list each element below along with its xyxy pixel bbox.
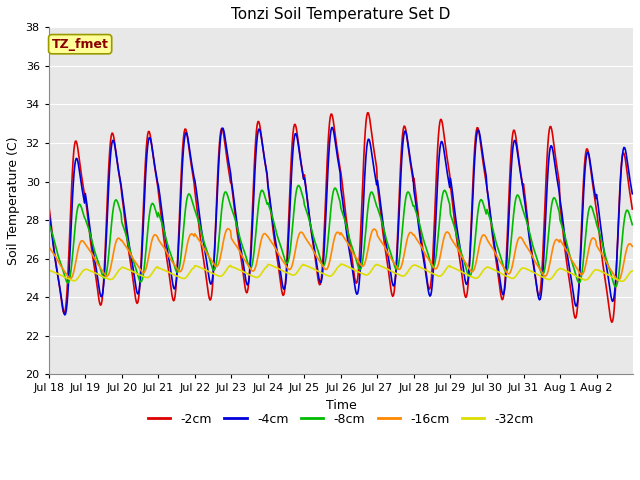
-8cm bbox=[271, 226, 279, 232]
-8cm bbox=[221, 190, 228, 196]
Legend: -2cm, -4cm, -8cm, -16cm, -32cm: -2cm, -4cm, -8cm, -16cm, -32cm bbox=[143, 408, 539, 431]
-2cm bbox=[628, 206, 636, 212]
-2cm bbox=[45, 202, 52, 208]
-2cm bbox=[113, 159, 121, 165]
-32cm bbox=[250, 274, 257, 279]
-2cm bbox=[250, 182, 257, 188]
-2cm bbox=[271, 244, 279, 250]
-8cm bbox=[113, 198, 121, 204]
-16cm bbox=[402, 244, 410, 250]
X-axis label: Time: Time bbox=[326, 399, 356, 412]
-16cm bbox=[221, 233, 228, 239]
-2cm bbox=[435, 135, 442, 141]
Line: -2cm: -2cm bbox=[49, 113, 632, 322]
-4cm bbox=[328, 125, 335, 131]
Y-axis label: Soil Temperature (C): Soil Temperature (C) bbox=[7, 137, 20, 265]
Line: -32cm: -32cm bbox=[49, 264, 632, 281]
-16cm bbox=[628, 243, 636, 249]
-2cm bbox=[402, 126, 410, 132]
-32cm bbox=[618, 278, 625, 284]
Text: TZ_fmet: TZ_fmet bbox=[52, 38, 109, 51]
-8cm bbox=[402, 196, 410, 202]
-16cm bbox=[435, 262, 442, 267]
-2cm bbox=[221, 138, 228, 144]
-4cm bbox=[250, 184, 258, 190]
-16cm bbox=[113, 236, 121, 242]
-16cm bbox=[45, 244, 52, 250]
-16cm bbox=[225, 226, 232, 231]
-4cm bbox=[628, 191, 636, 197]
-32cm bbox=[402, 272, 410, 277]
-2cm bbox=[608, 319, 616, 325]
Title: Tonzi Soil Temperature Set D: Tonzi Soil Temperature Set D bbox=[231, 7, 451, 22]
-4cm bbox=[114, 164, 122, 170]
Line: -4cm: -4cm bbox=[49, 128, 632, 315]
-16cm bbox=[273, 247, 280, 252]
Line: -8cm: -8cm bbox=[49, 185, 632, 287]
-4cm bbox=[403, 131, 410, 137]
-32cm bbox=[337, 261, 345, 267]
-8cm bbox=[294, 182, 302, 188]
-8cm bbox=[612, 284, 620, 290]
-8cm bbox=[250, 254, 257, 260]
-32cm bbox=[435, 273, 442, 279]
-32cm bbox=[45, 268, 52, 274]
Line: -16cm: -16cm bbox=[49, 228, 632, 280]
-8cm bbox=[435, 231, 442, 237]
-4cm bbox=[273, 243, 280, 249]
-8cm bbox=[45, 220, 52, 226]
-4cm bbox=[435, 155, 443, 160]
-32cm bbox=[221, 270, 228, 276]
-4cm bbox=[61, 312, 68, 318]
-16cm bbox=[250, 267, 258, 273]
-32cm bbox=[271, 264, 279, 270]
-16cm bbox=[614, 277, 621, 283]
-8cm bbox=[628, 222, 636, 228]
-2cm bbox=[364, 110, 371, 116]
-4cm bbox=[221, 136, 229, 142]
-4cm bbox=[45, 209, 52, 215]
-32cm bbox=[628, 268, 636, 274]
-32cm bbox=[113, 270, 121, 276]
